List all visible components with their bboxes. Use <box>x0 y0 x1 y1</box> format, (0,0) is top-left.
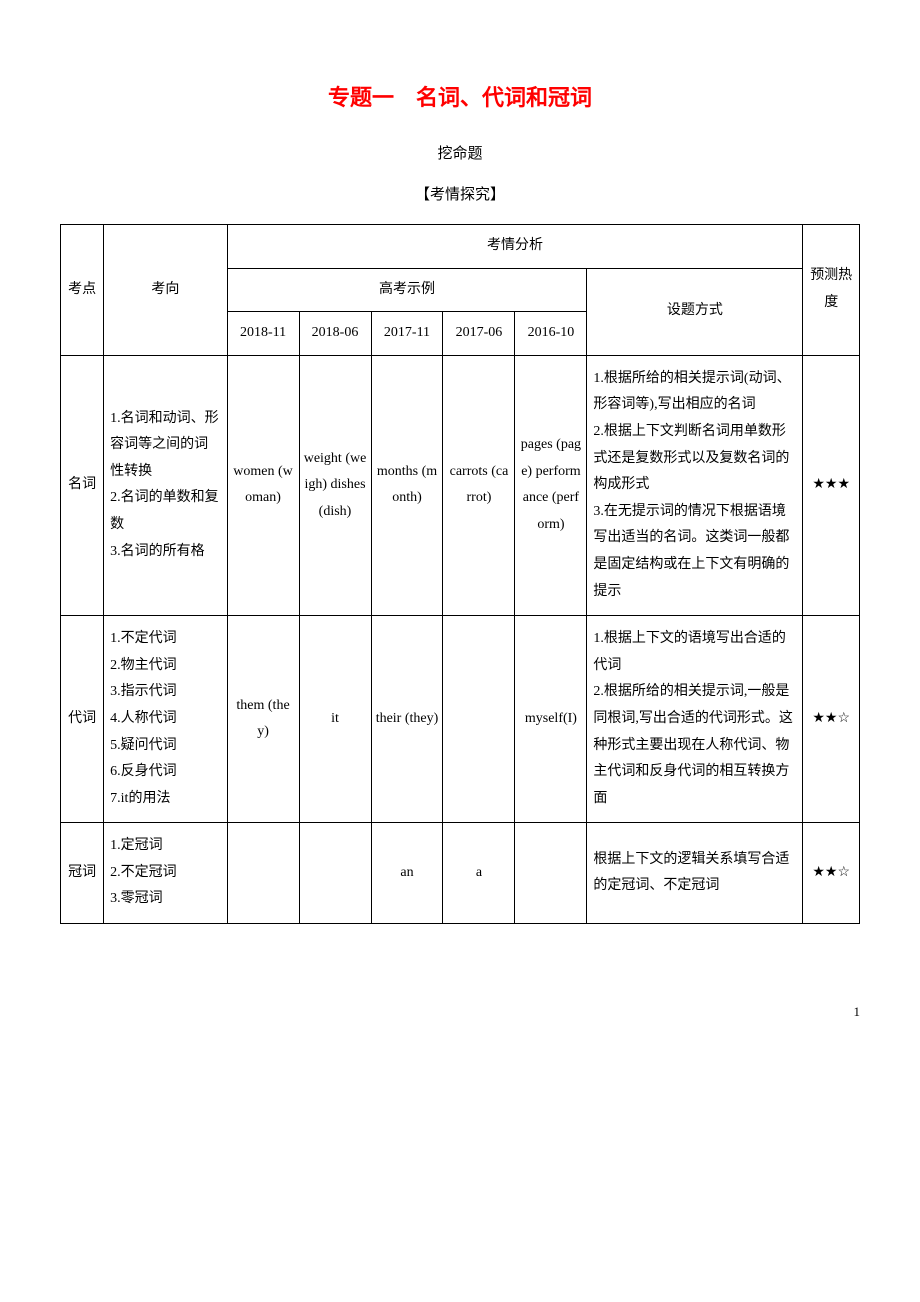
cell-redu: ★★★ <box>803 355 860 615</box>
exam-col-1: 2018-06 <box>299 312 371 356</box>
cell-kaodian: 名词 <box>61 355 104 615</box>
table-row: 代词 1.不定代词 2.物主代词 3.指示代词 4.人称代词 5.疑问代词 6.… <box>61 616 860 823</box>
cell-fangshi: 1.根据上下文的语境写出合适的代词 2.根据所给的相关提示词,一般是同根词,写出… <box>587 616 803 823</box>
cell-kaodian: 代词 <box>61 616 104 823</box>
cell-exam: it <box>299 616 371 823</box>
cell-fangshi: 根据上下文的逻辑关系填写合适的定冠词、不定冠词 <box>587 823 803 924</box>
subtitle: 挖命题 <box>60 142 860 163</box>
exam-col-0: 2018-11 <box>227 312 299 356</box>
cell-exam <box>443 616 515 823</box>
cell-kaoxiang: 1.不定代词 2.物主代词 3.指示代词 4.人称代词 5.疑问代词 6.反身代… <box>104 616 227 823</box>
header-kaoxiang: 考向 <box>104 225 227 356</box>
exam-col-4: 2016-10 <box>515 312 587 356</box>
cell-exam: weight (weigh) dishes (dish) <box>299 355 371 615</box>
cell-exam: a <box>443 823 515 924</box>
analysis-table: 考点 考向 考情分析 预测热度 高考示例 设题方式 2018-11 2018-0… <box>60 224 860 924</box>
cell-fangshi: 1.根据所给的相关提示词(动词、形容词等),写出相应的名词 2.根据上下文判断名… <box>587 355 803 615</box>
cell-exam: them (they) <box>227 616 299 823</box>
exam-col-2: 2017-11 <box>371 312 443 356</box>
header-kaodian: 考点 <box>61 225 104 356</box>
cell-exam: an <box>371 823 443 924</box>
cell-exam: pages (page) performance (perform) <box>515 355 587 615</box>
cell-exam: myself(I) <box>515 616 587 823</box>
header-shili: 高考示例 <box>227 268 587 312</box>
cell-exam: months (month) <box>371 355 443 615</box>
cell-exam: their (they) <box>371 616 443 823</box>
cell-exam: carrots (carrot) <box>443 355 515 615</box>
page-title: 专题一 名词、代词和冠词 <box>60 80 860 112</box>
cell-exam <box>515 823 587 924</box>
cell-redu: ★★☆ <box>803 823 860 924</box>
cell-exam: women (woman) <box>227 355 299 615</box>
header-row-1: 考点 考向 考情分析 预测热度 <box>61 225 860 269</box>
exam-col-3: 2017-06 <box>443 312 515 356</box>
cell-exam <box>227 823 299 924</box>
header-fangshi: 设题方式 <box>587 268 803 355</box>
cell-kaoxiang: 1.定冠词 2.不定冠词 3.零冠词 <box>104 823 227 924</box>
header-fenxi: 考情分析 <box>227 225 803 269</box>
header-yuce: 预测热度 <box>803 225 860 356</box>
cell-kaoxiang: 1.名词和动词、形容词等之间的词性转换 2.名词的单数和复数 3.名词的所有格 <box>104 355 227 615</box>
page-number: 1 <box>0 1004 920 1020</box>
cell-redu: ★★☆ <box>803 616 860 823</box>
cell-exam <box>299 823 371 924</box>
page-container: 专题一 名词、代词和冠词 挖命题 【考情探究】 考点 考向 考情分析 预测热度 … <box>0 0 920 964</box>
section-label: 【考情探究】 <box>60 183 860 204</box>
cell-kaodian: 冠词 <box>61 823 104 924</box>
table-row: 冠词 1.定冠词 2.不定冠词 3.零冠词 an a 根据上下文的逻辑关系填写合… <box>61 823 860 924</box>
table-row: 名词 1.名词和动词、形容词等之间的词性转换 2.名词的单数和复数 3.名词的所… <box>61 355 860 615</box>
